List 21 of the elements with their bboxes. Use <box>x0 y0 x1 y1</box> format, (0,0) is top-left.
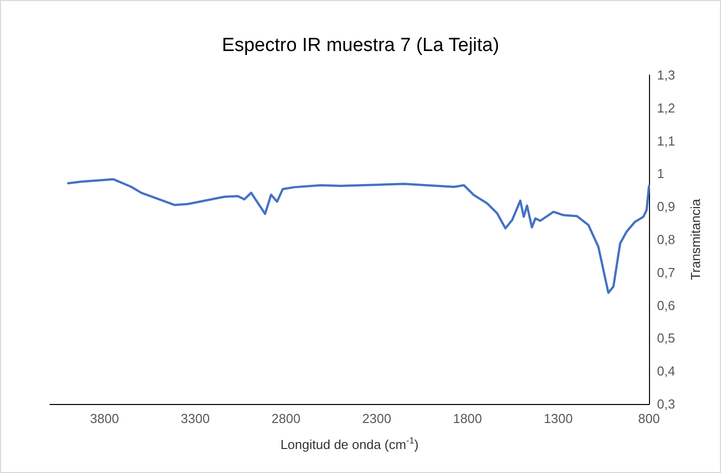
y-tick-label: 1,3 <box>657 68 676 82</box>
y-tick-label: 1,1 <box>657 133 676 148</box>
x-tick-label: 800 <box>638 411 660 426</box>
x-tick-label: 3300 <box>180 411 210 426</box>
y-tick-label: 0,6 <box>657 298 676 313</box>
chart-title: Espectro IR muestra 7 (La Tejita) <box>222 35 500 56</box>
y-axis-title: Transmitancia <box>688 198 703 280</box>
y-tick-label: 0,3 <box>657 396 676 412</box>
y-tick-label: 0,4 <box>657 364 676 379</box>
y-tick-label: 0,7 <box>657 264 676 280</box>
x-tick-label: 1800 <box>453 411 482 426</box>
x-tick-label: 2800 <box>272 411 300 426</box>
y-tick-label: 0,9 <box>657 199 676 214</box>
y-tick-label: 0,5 <box>657 330 676 346</box>
y-tick-label: 0,8 <box>657 232 676 247</box>
line-series <box>67 178 650 294</box>
x-tick-label: 3800 <box>90 411 119 426</box>
x-tick-label: 1300 <box>544 411 573 426</box>
y-tick-label: 1 <box>657 166 664 182</box>
x-tick-label: 2300 <box>362 411 392 426</box>
y-tick-label: 1,2 <box>657 100 676 116</box>
